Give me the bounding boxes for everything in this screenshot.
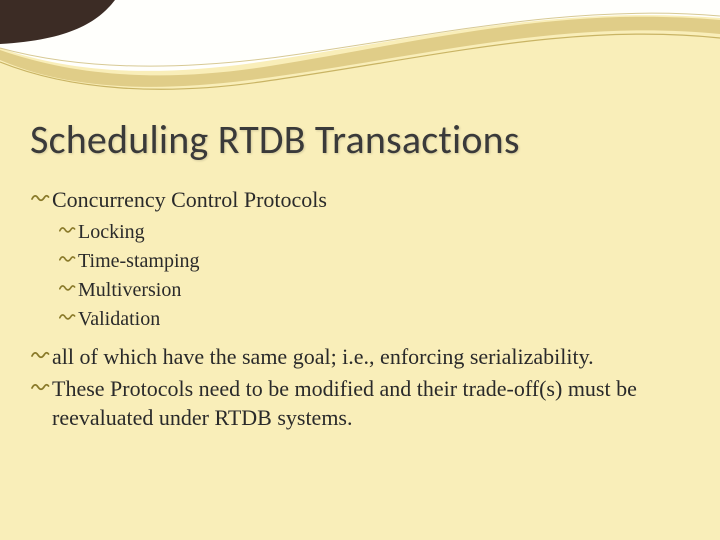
bullet-text: These Protocols need to be modified and … — [52, 375, 690, 432]
bullet-text: Concurrency Control Protocols — [52, 186, 690, 215]
squiggle-bullet-icon — [30, 186, 50, 208]
bullet-item: Validation — [58, 306, 690, 333]
bullet-item: all of which have the same goal; i.e., e… — [30, 343, 690, 372]
bullet-item: These Protocols need to be modified and … — [30, 375, 690, 432]
bullet-item: Concurrency Control Protocols — [30, 186, 690, 215]
bullet-item: Locking — [58, 219, 690, 246]
bullet-item: Multiversion — [58, 277, 690, 304]
squiggle-bullet-icon — [58, 277, 76, 297]
bullet-text: all of which have the same goal; i.e., e… — [52, 343, 690, 372]
squiggle-bullet-icon — [30, 375, 50, 397]
squiggle-bullet-icon — [58, 248, 76, 268]
squiggle-bullet-icon — [30, 343, 50, 365]
slide-content: Scheduling RTDB Transactions Concurrency… — [0, 0, 720, 432]
slide-title: Scheduling RTDB Transactions — [30, 115, 690, 164]
bullet-item: Time-stamping — [58, 248, 690, 275]
squiggle-bullet-icon — [58, 219, 76, 239]
bullet-text: Multiversion — [78, 277, 690, 304]
bullet-text: Time-stamping — [78, 248, 690, 275]
bullet-text: Locking — [78, 219, 690, 246]
bullet-text: Validation — [78, 306, 690, 333]
squiggle-bullet-icon — [58, 306, 76, 326]
